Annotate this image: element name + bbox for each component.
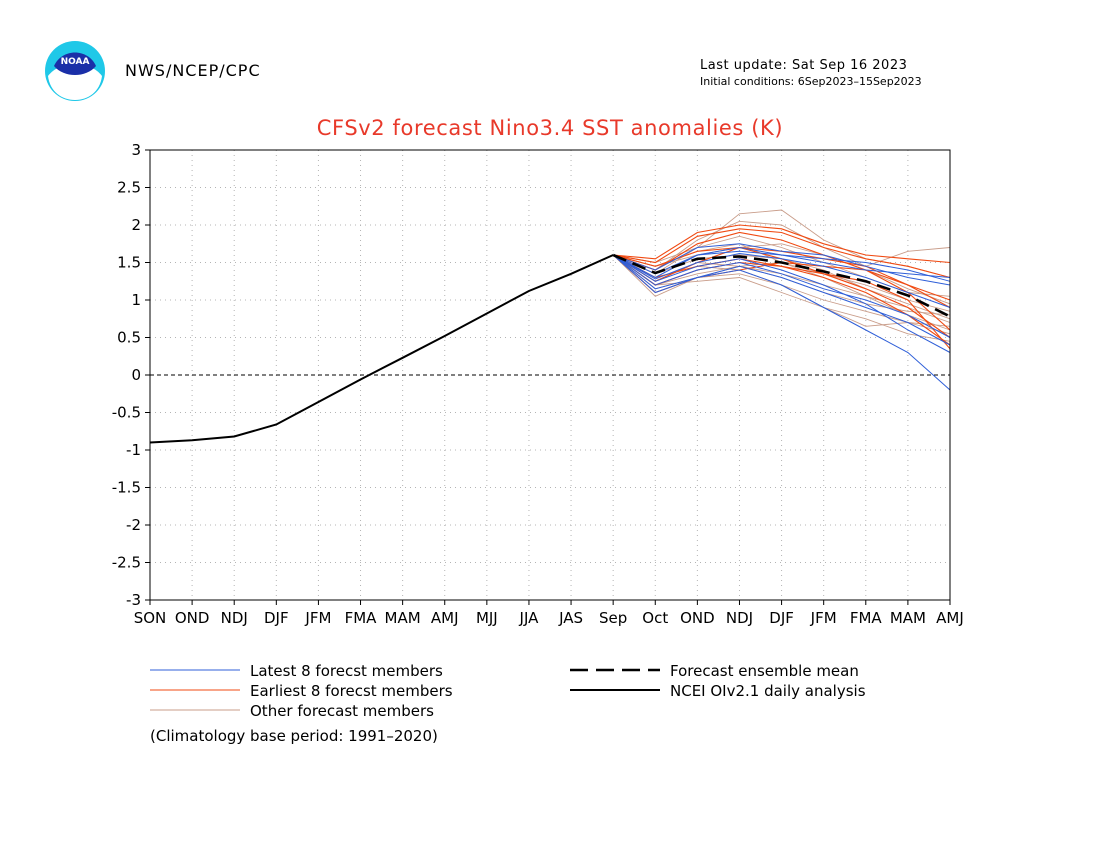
- x-axis: SON OND NDJ DJF JFM FMA MAM AMJ MJJ JJA JAS Sep Oct O…: [134, 600, 964, 627]
- agency-label: NWS/NCEP/CPC: [125, 61, 261, 80]
- x-tick-label: DJF: [769, 609, 794, 627]
- earliest-member-line: [613, 224, 951, 264]
- x-tick-label: MJJ: [476, 609, 498, 627]
- x-tick-label: JFM: [304, 609, 331, 627]
- legend-latest-label: Latest 8 forecst members: [250, 662, 443, 680]
- latest-member-line: [612, 254, 951, 338]
- noaa-logo: NOAA: [44, 40, 106, 102]
- legend-earliest-label: Earliest 8 forecst members: [250, 682, 453, 700]
- x-tick-label: SON: [134, 609, 167, 627]
- x-tick-label: FMA: [850, 609, 883, 627]
- y-tick-label: -2: [126, 516, 141, 534]
- base-period-note: (Climatology base period: 1991–2020): [150, 727, 438, 745]
- latest-member-line: [613, 243, 951, 286]
- legend-mean-label: Forecast ensemble mean: [670, 662, 859, 680]
- chart-title: CFSv2 forecast Nino3.4 SST anomalies (K): [316, 116, 784, 140]
- x-tick-label: Oct: [642, 609, 668, 627]
- noaa-logo-text: NOAA: [61, 57, 90, 67]
- y-tick-label: 2: [131, 216, 141, 234]
- analysis-series: [149, 254, 614, 444]
- x-tick-label: JFM: [810, 609, 837, 627]
- y-tick-label: 3: [131, 141, 141, 159]
- y-tick-label: -2.5: [112, 554, 141, 572]
- x-tick-label: NDJ: [221, 609, 248, 627]
- y-tick-label: 0: [131, 366, 141, 384]
- initial-conditions: Initial conditions: 6Sep2023–15Sep2023: [700, 75, 922, 88]
- y-axis: 3 2.5 2 1.5 1 0.5 0 -0.5 -1 -1.5 -2 -2.5 -3: [112, 141, 150, 609]
- y-tick-label: 1: [131, 291, 141, 309]
- x-tick-label: JJA: [519, 609, 540, 627]
- latest-member-line: [612, 252, 951, 308]
- latest-members: [612, 243, 951, 391]
- legend: Latest 8 forecst members Earliest 8 fore…: [150, 662, 866, 745]
- x-tick-label: AMJ: [431, 609, 459, 627]
- x-tick-label: DJF: [264, 609, 289, 627]
- x-tick-label: MAM: [385, 609, 421, 627]
- y-tick-label: 1.5: [117, 254, 141, 272]
- last-update: Last update: Sat Sep 16 2023: [700, 58, 908, 73]
- x-tick-label: NDJ: [726, 609, 753, 627]
- x-tick-label: FMA: [345, 609, 378, 627]
- other-member-line: [612, 254, 951, 342]
- y-tick-label: 2.5: [117, 179, 141, 197]
- earliest-member-line: [613, 228, 951, 279]
- latest-member-line: [612, 254, 951, 391]
- y-tick-label: -1.5: [112, 479, 141, 497]
- y-tick-label: -0.5: [112, 404, 141, 422]
- x-tick-label: OND: [175, 609, 210, 627]
- latest-member-line: [612, 254, 951, 346]
- ensemble-mean-series: [612, 253, 951, 318]
- legend-other-label: Other forecast members: [250, 702, 434, 720]
- ensemble-mean-line: [612, 253, 951, 318]
- x-tick-label: JAS: [558, 609, 583, 627]
- legend-analysis-label: NCEI OIv2.1 daily analysis: [670, 682, 866, 700]
- x-tick-label: OND: [680, 609, 715, 627]
- y-tick-label: -3: [126, 591, 141, 609]
- latest-member-line: [612, 246, 951, 282]
- other-member-line: [613, 220, 951, 271]
- latest-member-line: [612, 254, 951, 353]
- x-tick-label: Sep: [599, 609, 627, 627]
- noaa-logo-icon: NOAA: [45, 41, 105, 101]
- x-tick-label: MAM: [890, 609, 926, 627]
- x-tick-label: AMJ: [936, 609, 964, 627]
- y-tick-label: -1: [126, 441, 141, 459]
- analysis-line: [149, 254, 614, 444]
- y-tick-label: 0.5: [117, 329, 141, 347]
